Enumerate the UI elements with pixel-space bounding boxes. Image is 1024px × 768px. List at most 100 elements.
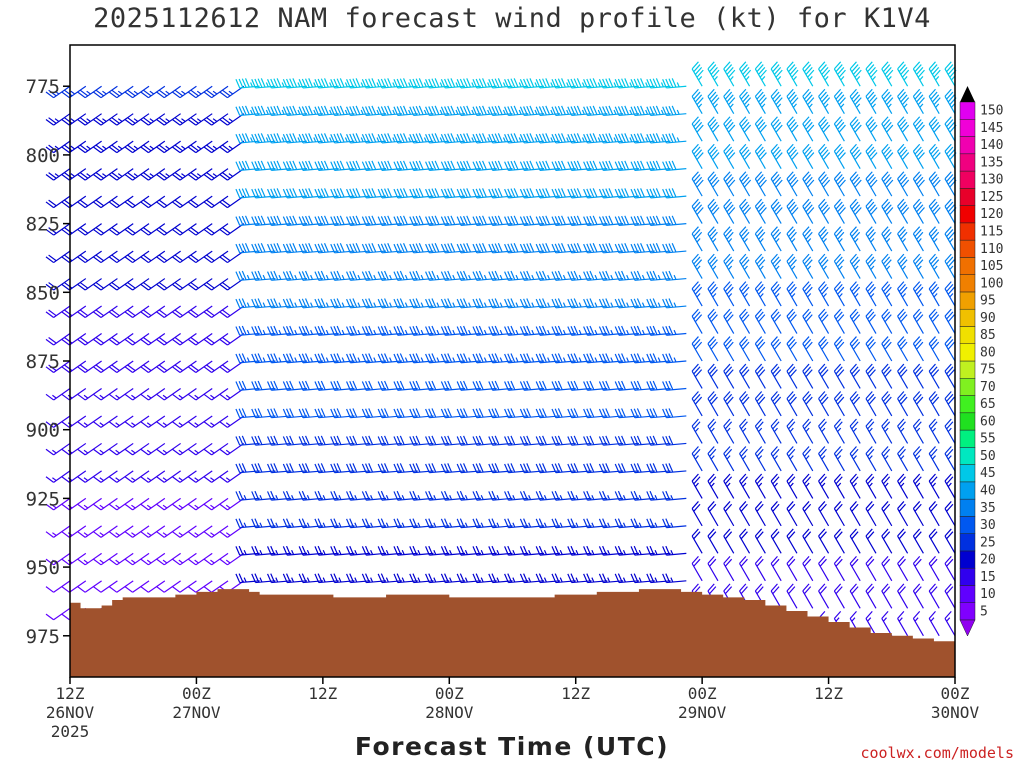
wind-barb (425, 270, 450, 281)
y-tick-label: 850 (26, 282, 60, 304)
wind-barb (881, 473, 893, 499)
wind-barb (614, 353, 639, 364)
wind-barb (314, 325, 339, 336)
wind-barb (187, 415, 213, 428)
colorbar-label: 35 (980, 501, 996, 516)
wind-barb (346, 353, 371, 364)
wind-barb (630, 380, 655, 391)
wind-barb (330, 270, 355, 281)
wind-barb (833, 88, 846, 114)
wind-barb (267, 78, 292, 89)
colorbar-swatch (959, 567, 976, 586)
wind-barb (754, 88, 767, 114)
wind-barb (472, 105, 497, 117)
wind-barb (77, 223, 102, 236)
wind-barb (739, 446, 751, 472)
wind-barb (456, 435, 481, 446)
colorbar-swatch (959, 412, 976, 431)
wind-barb (456, 490, 481, 501)
wind-barb (630, 188, 655, 199)
wind-barb (361, 133, 387, 144)
wind-barb (282, 270, 308, 281)
wind-barb (393, 353, 418, 364)
wind-barb (786, 391, 798, 417)
wind-barb (928, 610, 940, 637)
wind-barb (928, 88, 941, 114)
wind-barb (298, 160, 323, 171)
wind-barb (330, 243, 355, 254)
wind-barb (865, 446, 877, 472)
wind-barb (881, 226, 893, 252)
wind-barb (723, 226, 735, 252)
colorbar-label: 105 (980, 259, 1003, 274)
wind-barb (662, 325, 687, 336)
credit-link[interactable]: coolwx.com/models (860, 744, 1014, 762)
wind-barb (551, 270, 576, 281)
wind-barb (251, 215, 276, 226)
wind-barb (928, 61, 941, 87)
wind-barb (108, 168, 134, 181)
wind-barb (662, 78, 687, 89)
wind-barb (598, 133, 624, 144)
wind-barb (235, 573, 260, 584)
wind-barb (567, 490, 592, 501)
wind-barb (361, 215, 387, 226)
wind-barb (440, 463, 466, 474)
wind-barb (377, 353, 402, 364)
wind-barb (425, 160, 450, 171)
wind-barb (928, 363, 940, 389)
wind-barb (646, 243, 671, 254)
wind-barb (267, 380, 292, 391)
wind-barb (897, 281, 909, 307)
wind-barb (849, 116, 862, 142)
wind-barb (739, 171, 752, 197)
wind-barb (662, 215, 687, 226)
wind-barb (108, 387, 134, 401)
colorbar-label: 135 (980, 155, 1003, 170)
wind-barb (314, 298, 339, 309)
wind-barb (156, 442, 181, 456)
wind-barb (93, 250, 118, 264)
wind-barb (598, 298, 624, 309)
wind-barb (897, 198, 910, 224)
wind-barb (691, 556, 703, 582)
colorbar-swatch (959, 326, 976, 344)
wind-barb (865, 253, 877, 279)
wind-barb (583, 105, 608, 117)
wind-barb (567, 518, 592, 529)
wind-barb (124, 580, 150, 593)
wind-barb (833, 116, 846, 142)
wind-barb (425, 133, 450, 144)
wind-barb (630, 545, 655, 556)
wind-barb (551, 490, 576, 501)
wind-barb (45, 442, 71, 456)
wind-barb (456, 188, 481, 199)
wind-barb (897, 308, 909, 334)
wind-barb (124, 442, 150, 456)
wind-barb (172, 140, 197, 154)
wind-barb (425, 573, 450, 584)
wind-barb (786, 363, 798, 389)
wind-barb (124, 525, 150, 538)
wind-barb (881, 363, 893, 389)
wind-barb (691, 61, 704, 87)
wind-barb (662, 188, 687, 199)
wind-barb (897, 501, 909, 527)
wind-barb (551, 353, 576, 364)
wind-barb (282, 545, 308, 556)
wind-barb (172, 250, 197, 264)
wind-barb (912, 281, 924, 307)
wind-barb (282, 463, 308, 474)
wind-barb (77, 525, 102, 538)
wind-barb (535, 435, 560, 446)
wind-barb (818, 473, 830, 499)
wind-barb (140, 415, 166, 428)
wind-barb (235, 270, 260, 281)
wind-barb (567, 270, 592, 281)
wind-barb (251, 573, 276, 584)
wind-barb (409, 78, 434, 89)
wind-barb (267, 353, 292, 364)
wind-barb (598, 243, 624, 254)
wind-barb (346, 463, 371, 474)
y-tick-label: 775 (26, 76, 60, 98)
